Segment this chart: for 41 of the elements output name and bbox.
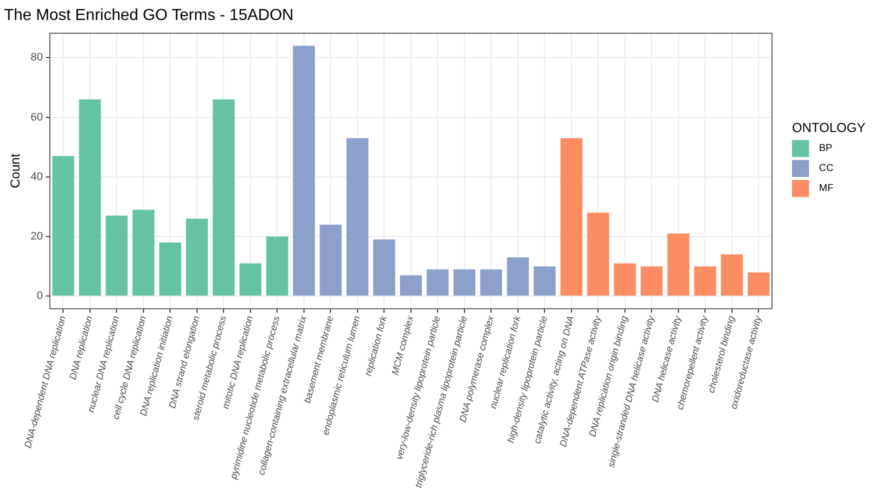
bar <box>426 269 449 296</box>
bar <box>614 263 636 296</box>
legend-title: ONTOLOGY <box>792 120 866 135</box>
legend-label: MF <box>819 183 834 194</box>
x-tick-label: replication fork <box>363 314 390 378</box>
bar <box>320 224 342 296</box>
bar <box>186 218 208 296</box>
bar <box>560 138 582 296</box>
bar <box>534 266 556 296</box>
bar <box>239 263 262 296</box>
legend-label: BP <box>819 143 832 154</box>
bar <box>159 242 182 296</box>
bar <box>453 269 476 296</box>
y-axis-title: Count <box>7 153 22 188</box>
bar <box>720 254 743 296</box>
y-tick-label: 60 <box>30 111 43 124</box>
bar <box>667 234 690 296</box>
x-tick-label: DNA replication <box>68 314 96 382</box>
bar <box>78 99 101 296</box>
y-tick-label: 80 <box>30 52 43 64</box>
bar <box>106 216 128 296</box>
y-tick-label: 0 <box>36 290 43 302</box>
bar <box>400 275 422 296</box>
bar <box>52 156 74 296</box>
bar <box>694 266 716 296</box>
bar <box>373 240 396 296</box>
y-tick-label: 20 <box>30 230 43 243</box>
bar <box>506 257 529 296</box>
bar <box>587 212 610 296</box>
bar <box>346 138 368 296</box>
bar <box>266 236 288 296</box>
bar <box>480 269 502 296</box>
chart-title: The Most Enriched GO Terms - 15ADON <box>4 7 294 24</box>
bar <box>748 272 770 296</box>
bar <box>212 99 235 296</box>
y-tick-label: 40 <box>30 170 43 183</box>
bar <box>292 46 315 296</box>
bar <box>640 266 663 296</box>
bar <box>132 210 154 296</box>
legend-label: CC <box>819 163 834 174</box>
x-tick-label: MCM complex <box>390 314 417 376</box>
